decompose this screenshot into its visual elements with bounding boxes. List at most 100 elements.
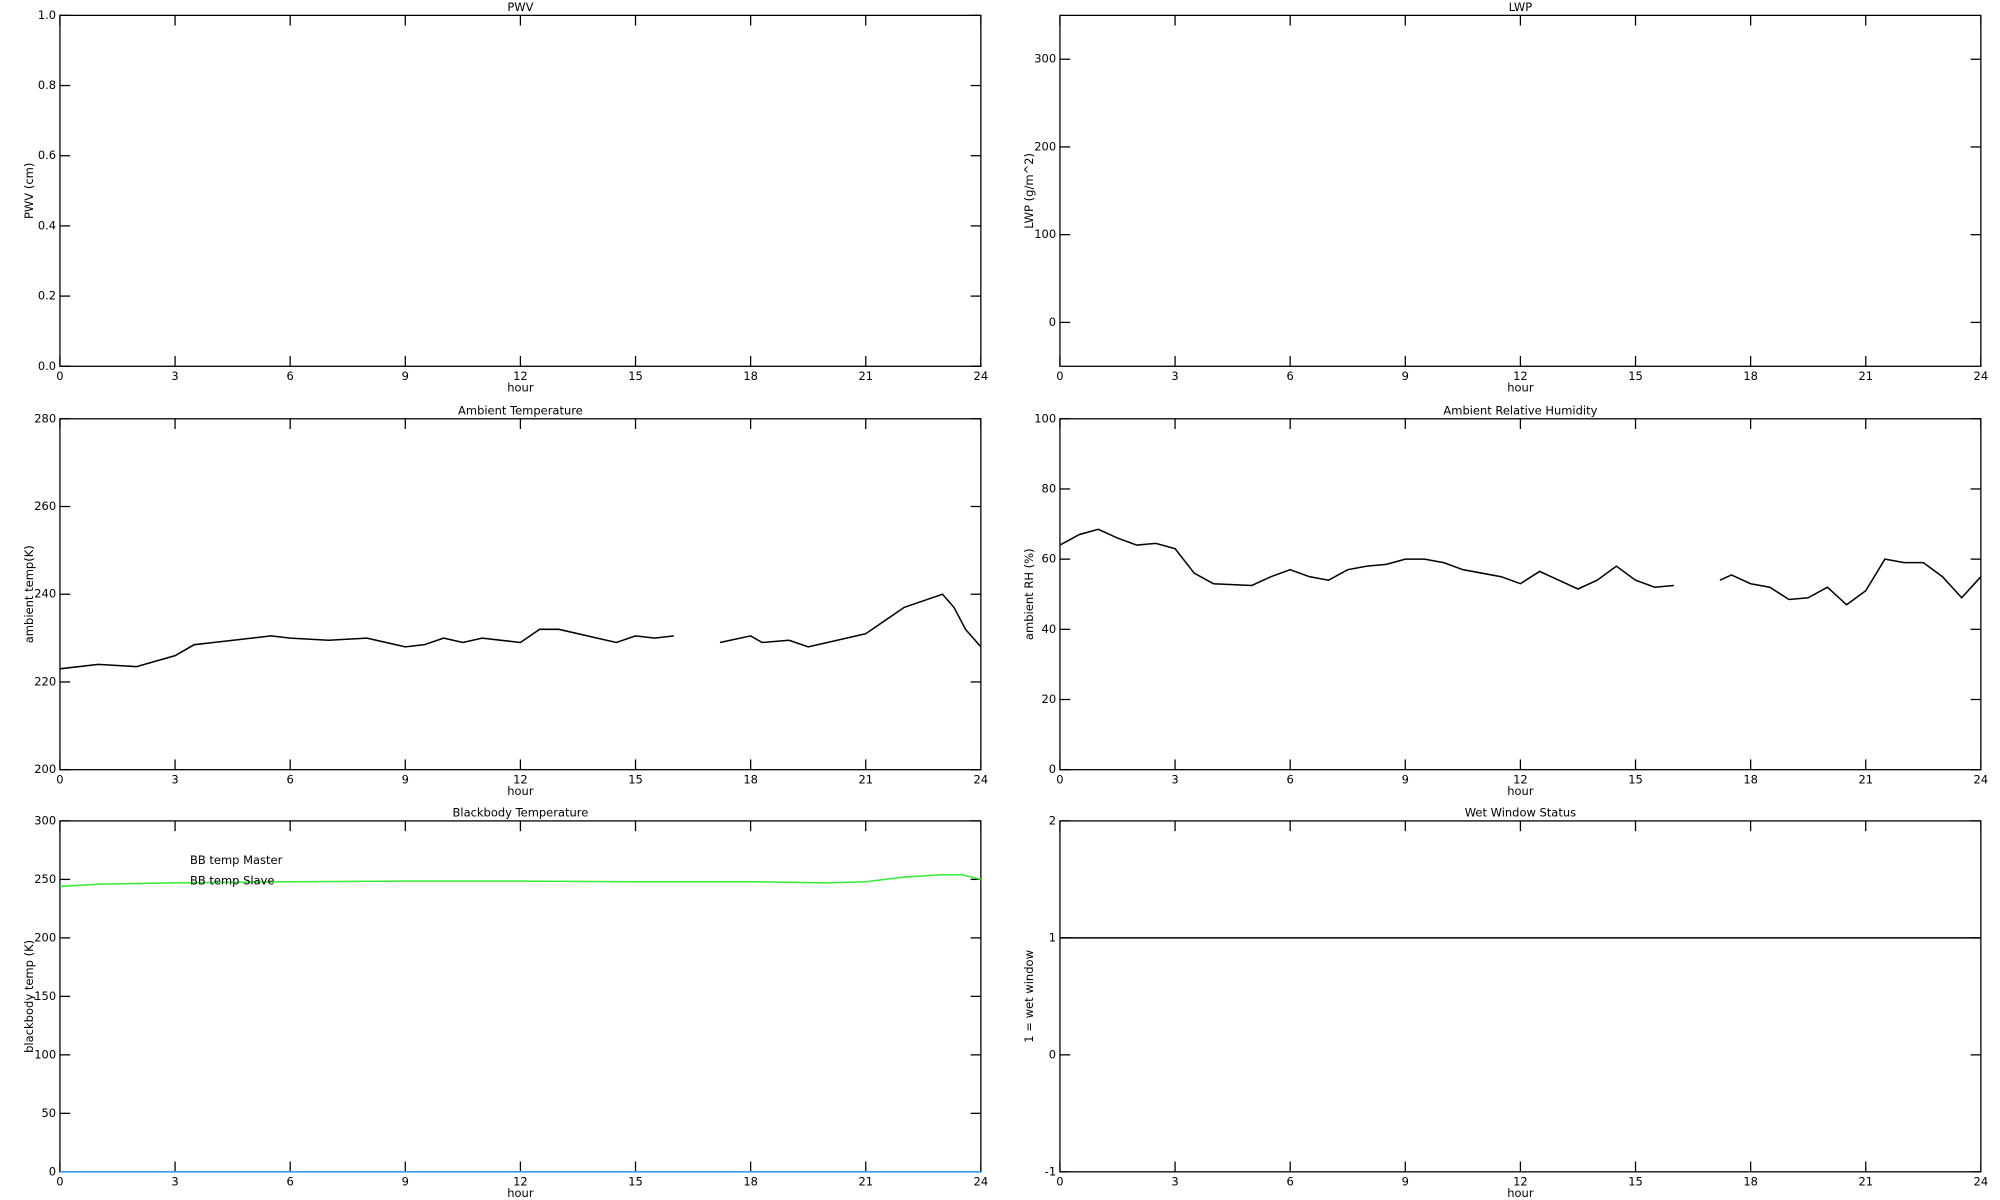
x-tick-label: 6 [287, 1175, 294, 1189]
panel: Ambient Temperature hour ambient temp(K) 0 3… [22, 404, 988, 798]
x-tick-label: 24 [974, 369, 989, 383]
y-tick-label: 0.8 [38, 78, 56, 92]
panel-title: PWV [507, 0, 533, 14]
x-tick-label: 3 [1171, 369, 1178, 383]
x-tick-label: 6 [1287, 772, 1294, 786]
y-tick-label: 0.6 [38, 148, 56, 162]
y-tick-label: 200 [34, 930, 56, 944]
y-tick-label: 250 [34, 872, 56, 886]
panel: Ambient Relative Humidity hour ambient RH … [1022, 404, 1988, 798]
y-tick-label: 60 [1042, 552, 1057, 566]
plot-frame [1059, 820, 1982, 1173]
y-tick-label: 50 [42, 1106, 57, 1120]
x-tick-label: 15 [628, 369, 643, 383]
x-tick-label: 9 [1402, 1175, 1409, 1189]
plot-frame [1059, 14, 1982, 367]
x-tick-label: 21 [858, 369, 873, 383]
x-tick-label: 18 [1743, 369, 1758, 383]
x-tick-label: 9 [402, 369, 409, 383]
x-tick-label: 9 [1402, 369, 1409, 383]
x-axis-label: hour [1507, 1186, 1534, 1200]
x-tick-label: 15 [1628, 772, 1643, 786]
x-tick-label: 15 [628, 772, 643, 786]
x-tick-label: 12 [513, 369, 528, 383]
x-tick-label: 21 [1858, 1175, 1873, 1189]
y-tick-label: 240 [34, 587, 56, 601]
y-tick-label: 40 [1042, 622, 1057, 636]
x-tick-label: 6 [1287, 1175, 1294, 1189]
x-tick-label: 0 [1056, 369, 1063, 383]
y-tick-label: 260 [34, 499, 56, 513]
y-axis-label: ambient RH (%) [1022, 548, 1036, 640]
y-tick-label: 280 [34, 411, 56, 425]
y-axis-label: ambient temp(K) [22, 545, 36, 643]
x-tick-label: 3 [171, 1175, 178, 1189]
x-tick-label: 24 [1974, 1175, 1989, 1189]
x-tick-label: 12 [1513, 772, 1528, 786]
y-tick-label: 200 [34, 762, 56, 776]
y-tick-label: 1.0 [38, 8, 56, 22]
y-tick-label: 0 [1049, 1047, 1056, 1061]
x-tick-label: 15 [628, 1175, 643, 1189]
plot-frame [59, 14, 982, 367]
panel: LWP hour LWP (g/m^2) 0 3 6 9 12 15 18 21 24 0 100 200 3… [1022, 0, 1988, 394]
x-tick-label: 0 [56, 1175, 63, 1189]
y-tick-label: 0.0 [38, 359, 56, 373]
x-tick-label: 0 [56, 772, 63, 786]
x-tick-label: 12 [1513, 1175, 1528, 1189]
x-tick-label: 0 [1056, 772, 1063, 786]
y-tick-label: 300 [34, 813, 56, 827]
panel-title: Ambient Relative Humidity [1443, 404, 1597, 418]
x-tick-label: 0 [56, 369, 63, 383]
data-line [1059, 528, 1982, 606]
x-tick-label: 3 [171, 772, 178, 786]
y-tick-label: -1 [1045, 1164, 1056, 1178]
x-tick-label: 9 [402, 1175, 409, 1189]
x-tick-label: 9 [1402, 772, 1409, 786]
data-line [59, 873, 982, 888]
y-tick-label: 300 [1034, 52, 1056, 66]
y-axis-label: PWV (cm) [22, 163, 36, 219]
x-tick-label: 21 [858, 772, 873, 786]
y-tick-label: 100 [34, 1047, 56, 1061]
x-tick-label: 21 [1858, 772, 1873, 786]
x-tick-label: 12 [513, 772, 528, 786]
legend-entry: BB temp Slave [190, 874, 274, 888]
x-tick-label: 18 [1743, 772, 1758, 786]
x-tick-label: 0 [1056, 1175, 1063, 1189]
plot-frame [59, 418, 982, 771]
y-tick-label: 0 [1049, 315, 1056, 329]
x-tick-label: 18 [1743, 1175, 1758, 1189]
y-tick-label: 0 [49, 1164, 56, 1178]
panel-title: LWP [1509, 0, 1533, 14]
panel: Wet Window Status hour 1 = wet window 0 3 6 9 1… [1022, 806, 1988, 1200]
x-tick-label: 24 [974, 772, 989, 786]
y-axis-label: LWP (g/m^2) [1022, 153, 1036, 229]
y-tick-label: 0 [1049, 762, 1056, 776]
x-tick-label: 18 [743, 1175, 758, 1189]
x-tick-label: 9 [402, 772, 409, 786]
x-axis-label: hour [1507, 381, 1534, 395]
y-tick-label: 1 [1049, 930, 1056, 944]
x-tick-label: 6 [287, 772, 294, 786]
y-tick-label: 150 [34, 989, 56, 1003]
y-tick-label: 20 [1042, 692, 1057, 706]
panel-title: Wet Window Status [1465, 806, 1576, 820]
data-line [59, 593, 982, 670]
y-axis-label: blackbody temp (K) [22, 940, 36, 1053]
x-tick-label: 15 [1628, 369, 1643, 383]
x-tick-label: 6 [287, 369, 294, 383]
x-tick-label: 24 [974, 1175, 989, 1189]
x-tick-label: 15 [1628, 1175, 1643, 1189]
y-tick-label: 200 [1034, 139, 1056, 153]
x-tick-label: 24 [1974, 369, 1989, 383]
y-tick-label: 100 [1034, 411, 1056, 425]
y-tick-label: 220 [34, 674, 56, 688]
x-tick-label: 12 [1513, 369, 1528, 383]
x-tick-label: 3 [171, 369, 178, 383]
x-tick-label: 21 [858, 1175, 873, 1189]
x-tick-label: 3 [1171, 1175, 1178, 1189]
x-axis-label: hour [507, 784, 534, 798]
x-tick-label: 24 [1974, 772, 1989, 786]
